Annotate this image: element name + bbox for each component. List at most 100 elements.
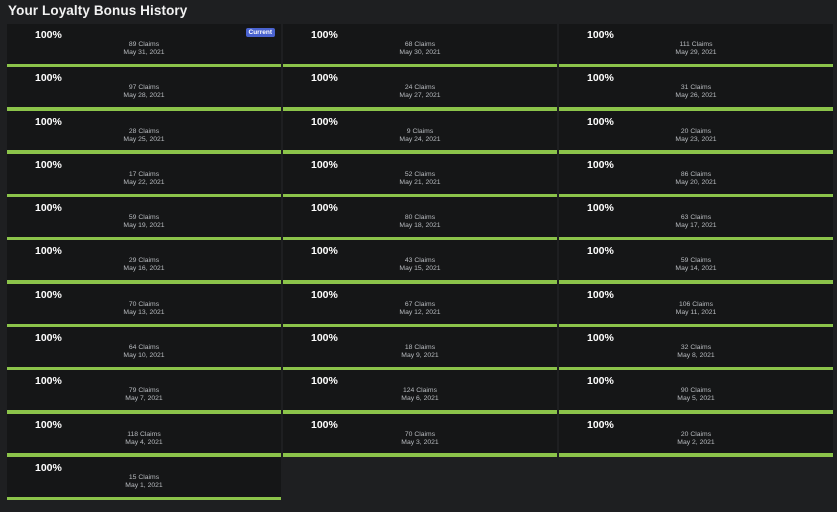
progress-fill [7, 236, 281, 241]
progress-fill [7, 280, 281, 284]
claim-date: May 9, 2021 [401, 352, 439, 360]
claim-date: May 7, 2021 [125, 395, 163, 403]
bonus-history-card: 100% 111 Claims May 29, 2021 [559, 24, 833, 68]
progress-fill [7, 496, 281, 501]
progress-bar [283, 280, 557, 284]
progress-bar [7, 193, 281, 198]
bonus-percent: 100% [311, 115, 338, 128]
progress-bar [283, 410, 557, 414]
bonus-history-card: 100% 29 Claims May 16, 2021 [7, 240, 281, 284]
bonus-percent: 100% [35, 461, 62, 474]
bonus-history-card: 100% 64 Claims May 10, 2021 [7, 327, 281, 371]
bonus-history-card: 100% 79 Claims May 7, 2021 [7, 370, 281, 414]
claim-date: May 19, 2021 [123, 222, 165, 230]
claim-date: May 6, 2021 [401, 395, 439, 403]
claims-count: 52 Claims [404, 170, 436, 178]
progress-fill [7, 107, 281, 111]
claim-date: May 29, 2021 [675, 49, 717, 56]
claims-count: 43 Claims [404, 257, 436, 265]
bonus-percent: 100% [311, 288, 338, 301]
progress-fill [559, 63, 833, 68]
claims-count: 118 Claims [127, 430, 161, 438]
bonus-percent: 100% [35, 158, 62, 171]
bonus-percent: 100% [35, 245, 62, 258]
bonus-history-card: 100% 20 Claims May 23, 2021 [559, 110, 833, 154]
claim-date: May 14, 2021 [675, 265, 717, 273]
bonus-history-card: 100% 124 Claims May 6, 2021 [283, 370, 557, 414]
claim-date: May 25, 2021 [123, 135, 165, 143]
claims-count: 90 Claims [680, 387, 712, 395]
claims-count: 68 Claims [404, 41, 436, 48]
progress-fill [283, 236, 557, 241]
claim-date: May 31, 2021 [123, 49, 165, 56]
bonus-percent: 100% [587, 202, 614, 215]
progress-fill [7, 63, 281, 68]
claim-date: May 11, 2021 [675, 308, 717, 316]
claim-date: May 8, 2021 [677, 352, 715, 360]
claims-count: 29 Claims [128, 257, 160, 265]
bonus-history-card: 100% 31 Claims May 26, 2021 [559, 67, 833, 111]
bonus-percent: 100% [311, 245, 338, 258]
bonus-percent: 100% [35, 29, 62, 41]
claim-date: May 28, 2021 [123, 92, 165, 100]
claims-count: 31 Claims [680, 84, 712, 92]
progress-bar [7, 453, 281, 457]
bonus-percent: 100% [311, 418, 338, 431]
bonus-history-card: 100% Current 89 Claims May 31, 2021 [7, 24, 281, 68]
claims-count: 17 Claims [128, 170, 160, 178]
claims-count: 20 Claims [680, 430, 712, 438]
claim-date: May 10, 2021 [123, 352, 165, 360]
claims-count: 111 Claims [679, 41, 713, 48]
claims-count: 59 Claims [680, 257, 712, 265]
claims-count: 79 Claims [128, 387, 160, 395]
claim-date: May 13, 2021 [123, 308, 165, 316]
progress-fill [283, 410, 557, 414]
bonus-history-card: 100% 67 Claims May 12, 2021 [283, 283, 557, 328]
bonus-percent: 100% [587, 158, 614, 171]
progress-fill [283, 280, 557, 284]
page-title: Your Loyalty Bonus History [8, 3, 188, 18]
claims-count: 64 Claims [128, 344, 160, 352]
progress-fill [7, 150, 281, 154]
bonus-history-card: 100% 59 Claims May 14, 2021 [559, 240, 833, 284]
bonus-history-card: 100% 15 Claims May 1, 2021 [7, 456, 281, 501]
progress-fill [7, 323, 281, 328]
bonus-history-card: 100% 106 Claims May 11, 2021 [559, 283, 833, 328]
progress-fill [559, 366, 833, 371]
bonus-percent: 100% [311, 29, 338, 41]
progress-bar [559, 150, 833, 154]
progress-bar [283, 63, 557, 68]
current-badge: Current [245, 28, 275, 37]
bonus-history-card: 100% 97 Claims May 28, 2021 [7, 67, 281, 111]
bonus-history-card: 100% 90 Claims May 5, 2021 [559, 370, 833, 414]
bonus-percent: 100% [587, 332, 614, 345]
bonus-percent: 100% [35, 115, 62, 128]
claims-count: 63 Claims [680, 214, 712, 222]
progress-bar [283, 193, 557, 198]
bonus-history-card: 100% 17 Claims May 22, 2021 [7, 153, 281, 198]
bonus-history-card: 100% 24 Claims May 27, 2021 [283, 67, 557, 111]
progress-fill [283, 107, 557, 111]
progress-fill [283, 193, 557, 198]
bonus-history-card: 100% 59 Claims May 19, 2021 [7, 197, 281, 241]
progress-fill [283, 150, 557, 154]
bonus-percent: 100% [311, 202, 338, 215]
progress-fill [559, 107, 833, 111]
bonus-history-card: 100% 63 Claims May 17, 2021 [559, 197, 833, 241]
progress-fill [283, 63, 557, 68]
progress-fill [559, 150, 833, 154]
claim-date: May 5, 2021 [677, 395, 715, 403]
bonus-percent: 100% [311, 332, 338, 345]
loyalty-history-grid: 100% Current 89 Claims May 31, 2021 100% 68 C… [7, 24, 833, 501]
claims-count: 89 Claims [128, 41, 160, 48]
progress-fill [283, 366, 557, 371]
claim-date: May 16, 2021 [123, 265, 165, 273]
claims-count: 15 Claims [128, 473, 160, 481]
progress-fill [559, 323, 833, 328]
claim-date: May 18, 2021 [399, 222, 441, 230]
bonus-history-card: 100% 80 Claims May 18, 2021 [283, 197, 557, 241]
claim-date: May 23, 2021 [675, 135, 717, 143]
progress-bar [283, 236, 557, 241]
bonus-percent: 100% [587, 375, 614, 388]
progress-bar [7, 410, 281, 414]
